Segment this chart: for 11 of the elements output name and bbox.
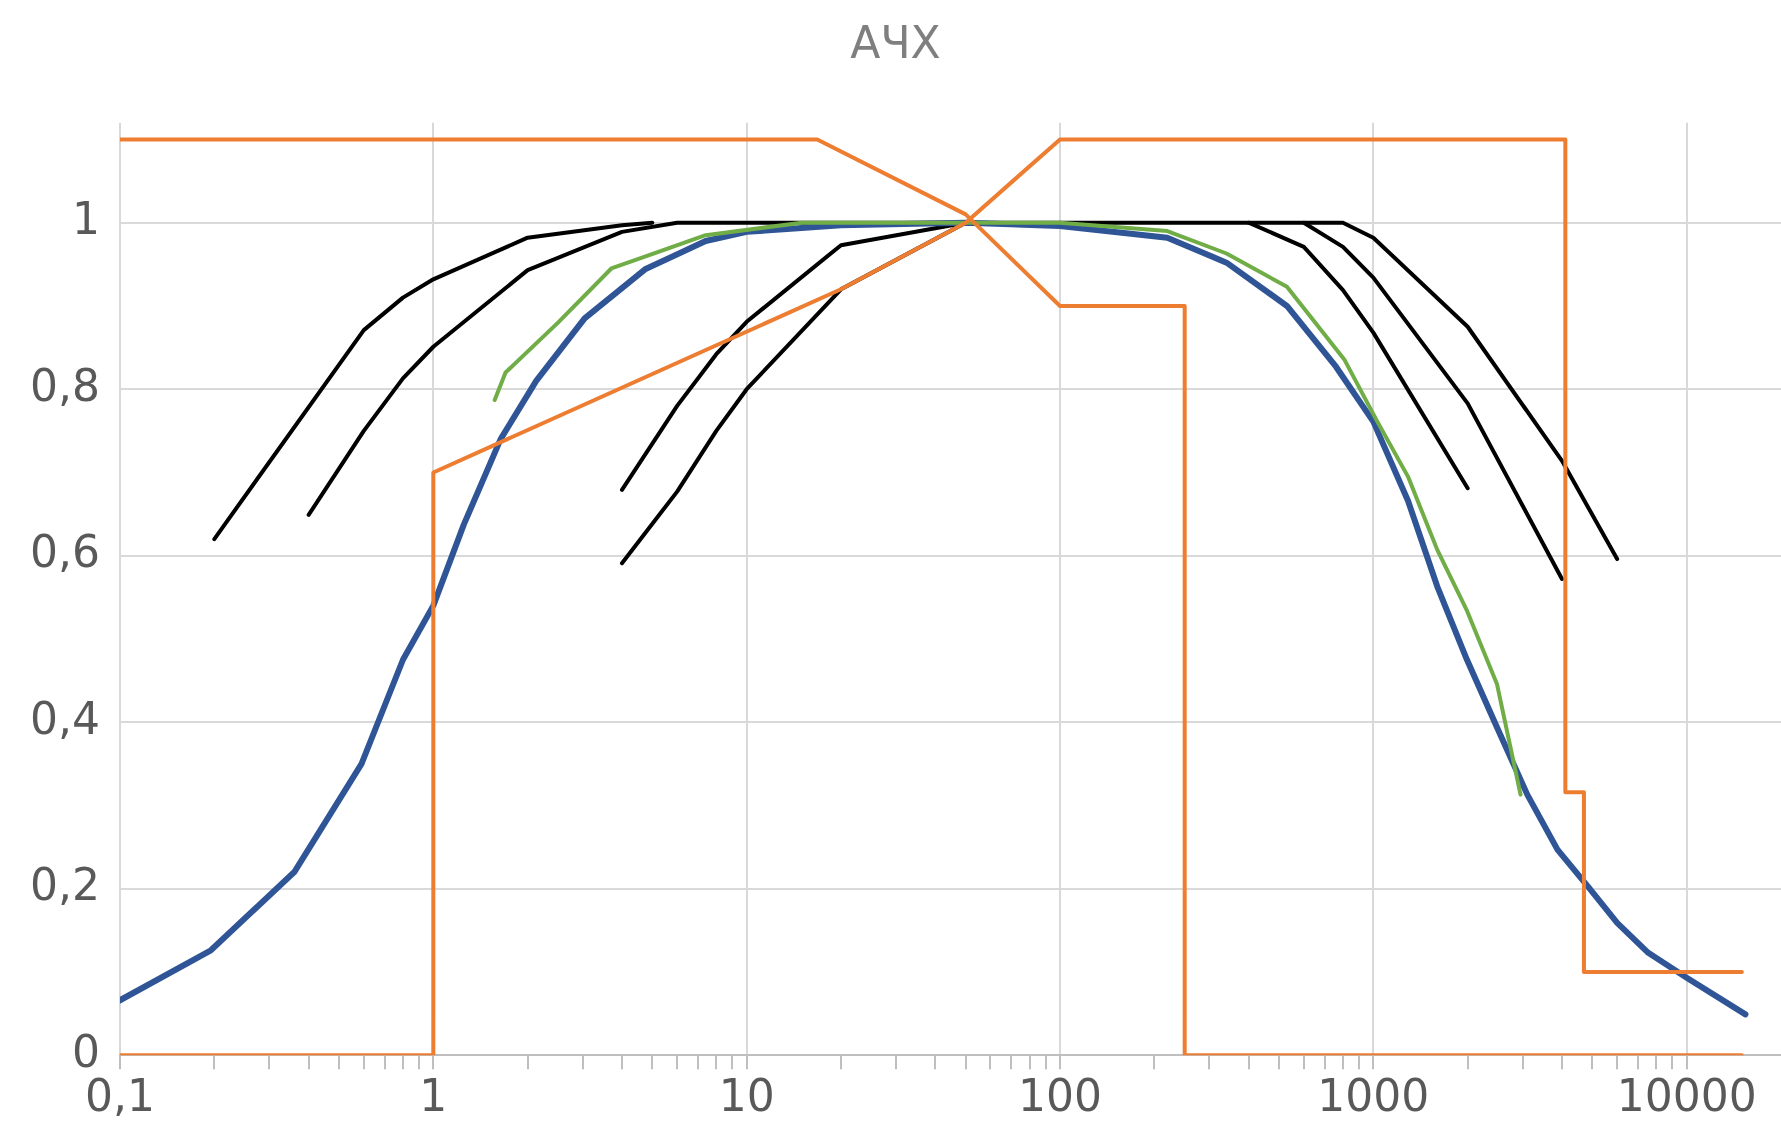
y-tick-label: 0,6 [29, 526, 100, 578]
y-tick-label: 0,8 [29, 359, 100, 411]
y-tick-label: 0,4 [29, 692, 100, 744]
chart-title: АЧХ [850, 16, 941, 68]
x-tick-label: 10000 [1616, 1070, 1757, 1122]
x-tick-label: 1000 [1317, 1070, 1430, 1122]
x-tick-label: 1 [419, 1070, 448, 1122]
x-tick-label: 100 [1018, 1070, 1102, 1122]
x-tick-label: 10 [718, 1070, 775, 1122]
y-tick-label: 1 [71, 193, 100, 245]
y-tick-label: 0,2 [29, 859, 100, 911]
